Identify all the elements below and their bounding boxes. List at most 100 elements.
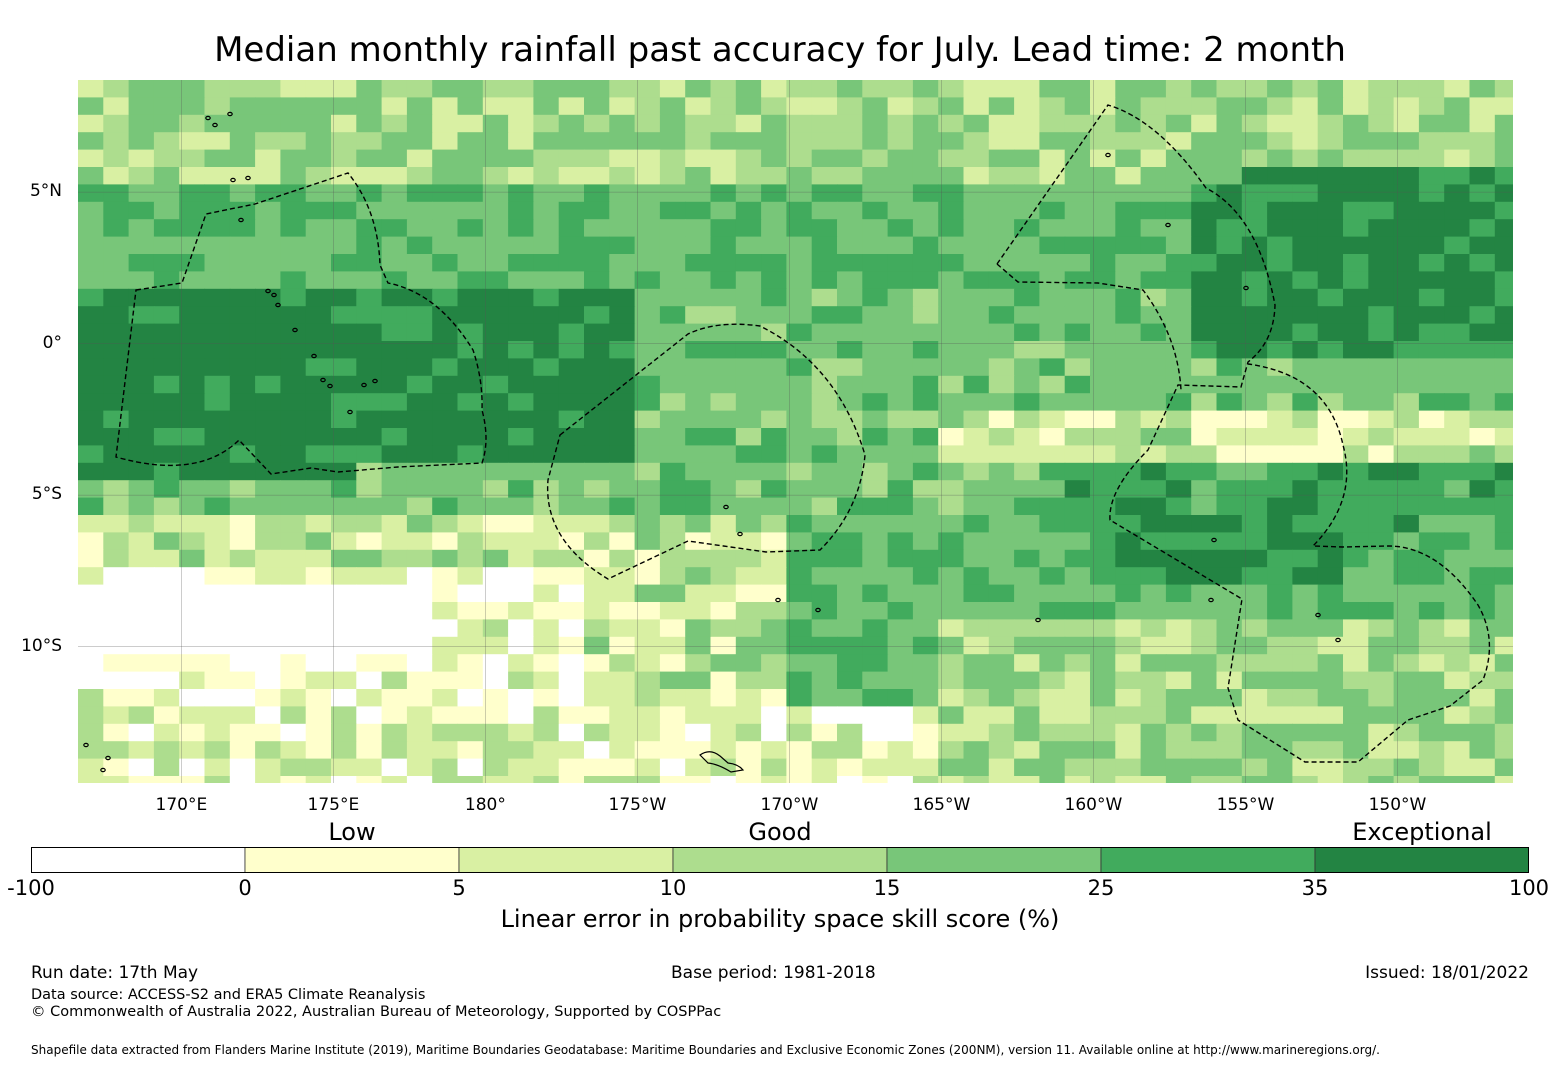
grid-cell [988,462,1015,481]
grid-cell [837,671,863,690]
grid-cell [786,741,813,760]
grid-cell [255,532,281,551]
grid-cell [482,167,509,185]
grid-cell [1216,654,1243,673]
grid-cell [482,758,509,777]
grid-cell [482,549,509,568]
grid-cell [862,323,889,342]
grid-cell [204,636,231,655]
grid-cell [938,80,965,98]
grid-cell [305,462,332,481]
grid-cell [1267,602,1293,620]
grid-cell [153,567,180,586]
grid-cell [128,549,155,568]
grid-cell [1418,358,1445,377]
grid-cell [1140,723,1167,742]
grid-cell [786,236,813,255]
grid-cell [710,689,737,707]
grid-cell [179,480,206,499]
grid-cell [710,271,737,290]
grid-cell [685,723,712,742]
grid-cell [1115,254,1142,272]
grid-cell [862,445,889,464]
grid-cell [1014,602,1040,620]
grid-cell [533,375,560,394]
grid-cell [609,236,636,255]
grid-cell [280,358,307,377]
grid-cell [331,341,357,359]
grid-cell [609,480,636,499]
grid-cell [558,741,585,760]
grid-cell [1444,428,1471,446]
grid-cell [508,80,534,98]
grid-cell [1140,636,1167,655]
grid-cell [761,654,787,673]
grid-cell [356,201,383,220]
grid-cell [179,445,206,464]
grid-cell [811,428,838,446]
grid-cell [381,271,408,290]
grid-cell [609,254,636,272]
grid-cell [609,306,636,325]
grid-cell [1241,341,1268,359]
grid-cell [887,723,914,742]
colorbar-tick-label: 5 [452,876,466,900]
grid-cell [331,410,357,429]
grid-cell [229,654,256,673]
grid-cell [1039,671,1066,690]
grid-cell [1317,288,1344,307]
grid-cell [862,288,889,307]
grid-cell [659,480,686,499]
grid-cell [1115,236,1142,255]
grid-cell [1165,149,1192,168]
grid-cell [558,567,585,586]
grid-cell [128,80,155,98]
grid-cell [938,236,965,255]
grid-cell [735,341,762,359]
grid-cell [204,549,231,568]
grid-cell [786,636,813,655]
grid-cell [432,375,459,394]
grid-cell [609,602,636,620]
grid-cell [609,584,636,603]
grid-cell [381,497,408,516]
island-outline [1105,152,1111,158]
grid-cell [229,480,256,499]
grid-cell [331,114,357,133]
grid-cell [887,393,914,412]
grid-cell [761,323,787,342]
grid-cell [1140,254,1167,272]
grid-cell [584,515,610,533]
grid-cell [1292,758,1319,777]
grid-cell [1064,80,1091,98]
grid-cell [1039,184,1066,203]
grid-cell [78,149,104,168]
grid-cell [1090,254,1116,272]
grid-cell [1494,393,1513,412]
grid-cell [482,636,509,655]
grid-cell [811,445,838,464]
grid-cell [811,584,838,603]
grid-cell [1216,358,1243,377]
grid-cell [862,254,889,272]
grid-cell [356,706,383,725]
grid-cell [457,149,484,168]
grid-cell [685,445,712,464]
grid-cell [1241,602,1268,620]
grid-cell [179,167,206,185]
grid-cell [685,323,712,342]
grid-cell [912,410,939,429]
colorbar-tick-label: 15 [873,876,901,900]
grid-cell [153,480,180,499]
grid-cell [1343,602,1369,620]
grid-cell [1494,410,1513,429]
grid-cell [103,602,130,620]
grid-cell [609,758,636,777]
grid-cell [1165,323,1192,342]
grid-cell [1014,445,1040,464]
grid-cell [482,671,509,690]
grid-cell [482,80,509,98]
colorbar-segment [1100,847,1316,873]
grid-cell [685,636,712,655]
grid-cell [204,132,231,151]
